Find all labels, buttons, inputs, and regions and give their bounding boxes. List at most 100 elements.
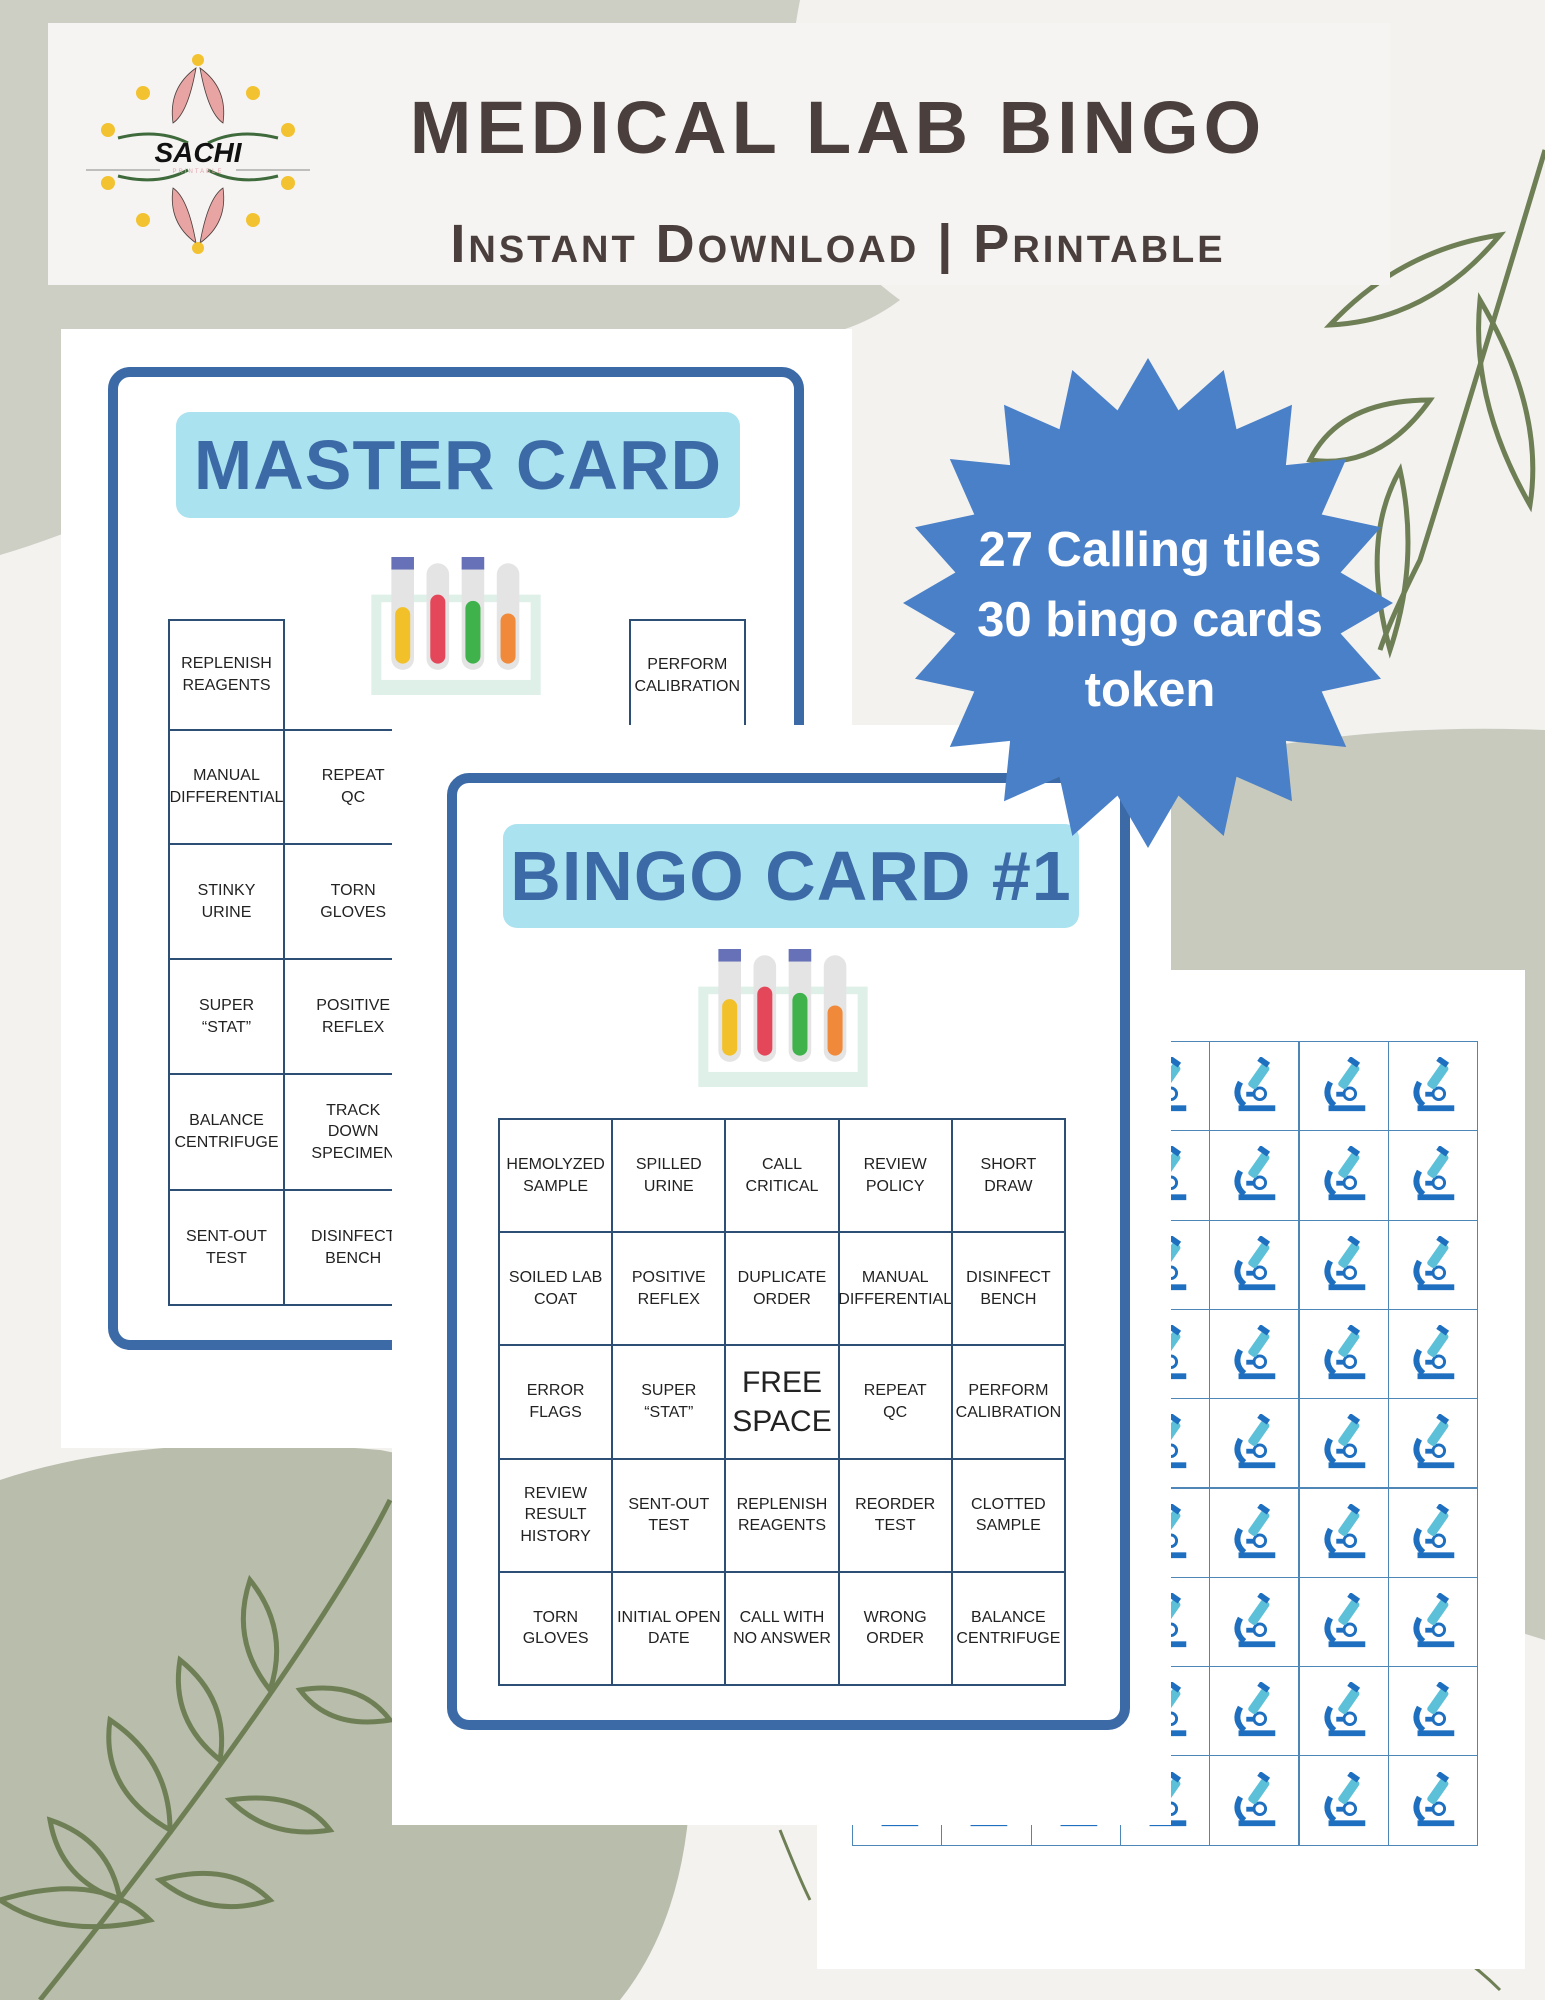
microscope-icon (1413, 1503, 1455, 1558)
microscope-icon (1413, 1414, 1455, 1469)
bingo-cell: SHORT DRAW (950, 1118, 1066, 1234)
microscope-icon (1324, 1682, 1365, 1737)
bingo-cell: REPEAT QC (837, 1344, 953, 1460)
microscope-icon (1413, 1235, 1455, 1290)
starburst-line-bingo-cards: 30 bingo cards (977, 593, 1323, 647)
leaf-branch-top-right (1306, 149, 1545, 659)
microscope-icon (1234, 1682, 1276, 1737)
master-cell: REPLENISH REAGENTS (168, 619, 285, 731)
starburst-line-token: token (1084, 663, 1216, 717)
page-subtitle: Instant Download | Printable (450, 214, 1226, 274)
token-tile (1387, 1487, 1479, 1578)
token-tile (1209, 1308, 1300, 1400)
token-tile (1387, 1041, 1479, 1132)
microscope-icon (1324, 1235, 1365, 1290)
token-tile (1209, 1487, 1300, 1578)
token-tile (1209, 1666, 1300, 1757)
free-space-cell: FREE SPACE (724, 1344, 840, 1460)
token-tile (1298, 1487, 1389, 1578)
master-cell: BALANCE CENTRIFUGE (168, 1073, 285, 1191)
microscope-icon (1234, 1325, 1276, 1380)
token-tile (1298, 1308, 1389, 1400)
microscope-icon (1413, 1771, 1455, 1826)
microscope-icon (1413, 1592, 1455, 1648)
token-tile (1387, 1308, 1479, 1400)
bingo-card-grid: HEMOLYZED SAMPLE SPILLED URINE CALL CRITIC… (498, 1118, 1066, 1686)
microscope-icon (1234, 1057, 1276, 1112)
token-tile (1298, 1755, 1389, 1846)
svg-text:SACHI: SACHI (154, 137, 242, 168)
microscope-icon (1324, 1057, 1365, 1112)
bingo-cell: ERROR FLAGS (498, 1344, 614, 1460)
starburst-line-calling-tiles: 27 Calling tiles (978, 523, 1322, 577)
bingo-cell: DISINFECT BENCH (950, 1231, 1066, 1347)
token-tile (1387, 1576, 1479, 1668)
test-tubes-icon (698, 949, 868, 1087)
bingo-cell: CALL WITH NO ANSWER (724, 1570, 840, 1686)
microscope-icon (1234, 1235, 1276, 1290)
bingo-card-page: BINGO CARD #1 HEMOLYZED SAMPLE SPILLED UR… (392, 725, 1171, 1825)
bingo-cell: SOILED LAB COAT (498, 1231, 614, 1347)
microscope-icon (1234, 1414, 1276, 1469)
page-title: MEDICAL LAB BINGO (409, 86, 1267, 169)
bingo-cell: REPLENISH REAGENTS (724, 1457, 840, 1573)
header-banner: SACHI PRINTABLE MEDICAL LAB BINGO Instan… (48, 23, 1390, 285)
starburst-text: 27 Calling tiles 30 bingo cards token (930, 515, 1370, 725)
token-tile (1298, 1130, 1389, 1221)
microscope-icon (1234, 1592, 1276, 1648)
microscope-icon (1413, 1057, 1455, 1112)
microscope-icon (1234, 1503, 1276, 1558)
master-cell: SUPER “STAT” (168, 958, 285, 1075)
leaf-branch-bottom-left (0, 1498, 395, 2000)
microscope-icon (1234, 1771, 1276, 1826)
bingo-cell: DUPLICATE ORDER (724, 1231, 840, 1347)
bingo-cell: TORN GLOVES (498, 1570, 614, 1686)
token-tile (1387, 1219, 1479, 1310)
microscope-icon (1324, 1325, 1365, 1380)
bingo-cell: BALANCE CENTRIFUGE (950, 1570, 1066, 1686)
token-tile (1209, 1041, 1300, 1132)
token-tile (1387, 1755, 1479, 1846)
bingo-cell: CLOTTED SAMPLE (950, 1457, 1066, 1573)
microscope-icon (1413, 1146, 1455, 1201)
bingo-cell: REVIEW RESULT HISTORY (498, 1457, 614, 1573)
bingo-cell: REVIEW POLICY (837, 1118, 953, 1234)
bingo-cell: POSITIVE REFLEX (611, 1231, 727, 1347)
test-tubes-icon (371, 557, 541, 695)
bingo-cell: SPILLED URINE (611, 1118, 727, 1234)
bingo-card-frame (447, 773, 1130, 1730)
token-tile (1298, 1666, 1389, 1757)
bingo-cell: PERFORM CALIBRATION (950, 1344, 1066, 1460)
microscope-icon (1234, 1146, 1276, 1201)
token-tile (1209, 1219, 1300, 1310)
master-cell: SENT-OUT TEST (168, 1189, 285, 1306)
master-cell: PERFORM CALIBRATION (628, 619, 746, 731)
bingo-cell: WRONG ORDER (837, 1570, 953, 1686)
token-tile (1298, 1219, 1389, 1310)
token-tile (1387, 1398, 1479, 1489)
microscope-icon (1413, 1325, 1455, 1380)
microscope-icon (1413, 1682, 1455, 1737)
sachi-printable-logo: SACHI PRINTABLE (86, 54, 310, 254)
microscope-icon (1324, 1503, 1365, 1558)
bingo-cell: REORDER TEST (837, 1457, 953, 1573)
master-card-grid: REPLENISH REAGENTS PERFORM CALIBRATION MAN… (168, 619, 748, 1309)
token-tile (1209, 1130, 1300, 1221)
bingo-card-title: BINGO CARD #1 (503, 824, 1079, 928)
bingo-cell: SENT-OUT TEST (611, 1457, 727, 1573)
bingo-cell: SUPER “STAT” (611, 1344, 727, 1460)
master-card-title: MASTER CARD (176, 412, 740, 518)
token-tile (1209, 1755, 1300, 1846)
microscope-icon (1324, 1146, 1365, 1201)
token-tile (1387, 1666, 1479, 1757)
token-tile (1298, 1398, 1389, 1489)
token-tile (1209, 1398, 1300, 1489)
master-cell: MANUAL DIFFERENTIAL (168, 729, 285, 845)
microscope-icon (1324, 1592, 1365, 1648)
starburst-badge (903, 358, 1393, 848)
bingo-cell: MANUAL DIFFERENTIAL (837, 1231, 953, 1347)
master-cell: STINKY URINE (168, 843, 285, 960)
token-tile (1298, 1041, 1389, 1132)
bingo-cell: HEMOLYZED SAMPLE (498, 1118, 614, 1234)
microscope-icon (1324, 1771, 1365, 1826)
